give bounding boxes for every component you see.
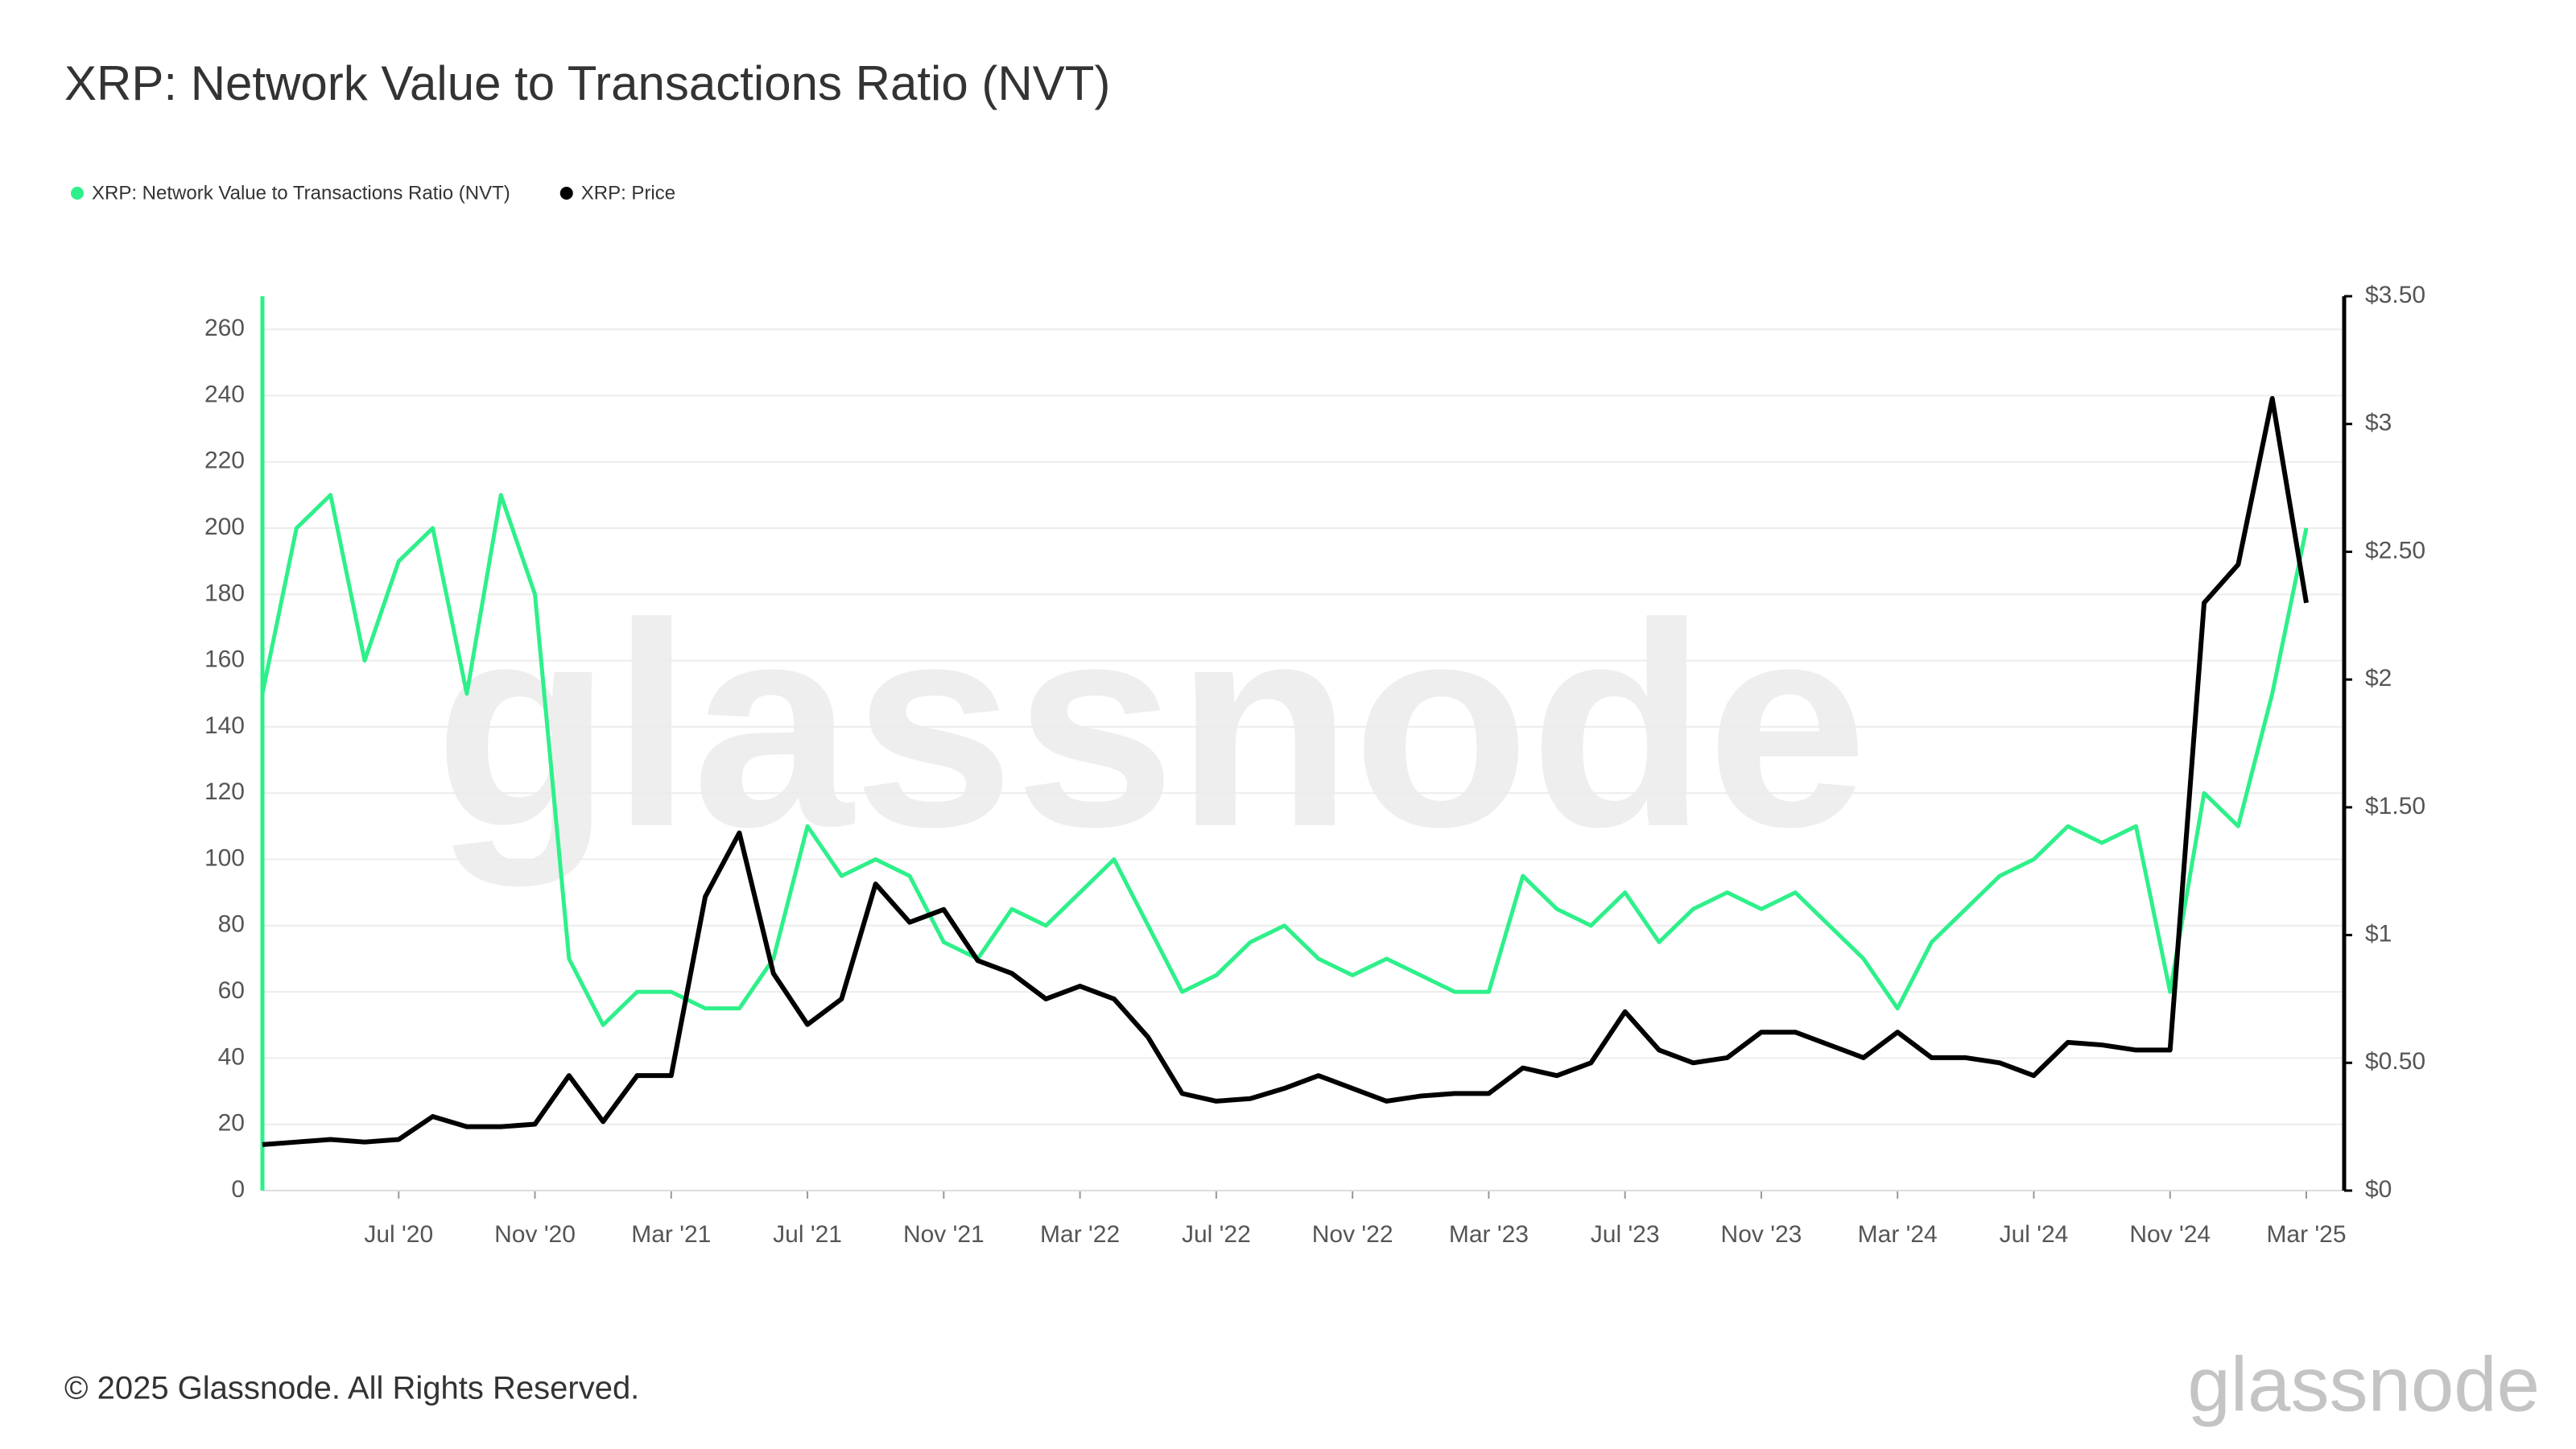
y-tick-label: 260 <box>204 315 245 341</box>
x-tick-label: Jul '20 <box>364 1221 433 1248</box>
y2-tick-label: $0 <box>2365 1176 2392 1203</box>
y2-tick-label: $3 <box>2365 410 2392 436</box>
y-tick-label: 220 <box>204 448 245 474</box>
chart-title: XRP: Network Value to Transactions Ratio… <box>64 56 1110 110</box>
x-tick-label: Mar '24 <box>1858 1221 1938 1248</box>
legend-marker <box>71 187 84 200</box>
series-line <box>262 395 2309 1147</box>
x-tick-label: Nov '23 <box>1721 1221 1802 1248</box>
series-line <box>260 493 2309 1027</box>
y2-tick-label: $1 <box>2365 920 2392 947</box>
x-tick-label: Mar '21 <box>631 1221 711 1248</box>
x-tick-label: Mar '22 <box>1040 1221 1120 1248</box>
x-tick-label: Nov '22 <box>1312 1221 1393 1248</box>
y2-tick-label: $2 <box>2365 665 2392 691</box>
y-tick-label: 60 <box>218 977 245 1004</box>
y2-tick-label: $3.50 <box>2365 282 2425 308</box>
y-tick-label: 140 <box>204 712 245 739</box>
x-tick-label: Mar '25 <box>2266 1221 2346 1248</box>
y-tick-label: 40 <box>218 1043 245 1070</box>
x-tick-label: Jul '23 <box>1591 1221 1660 1248</box>
legend-label: XRP: Price <box>581 182 675 204</box>
y2-tick-label: $0.50 <box>2365 1048 2425 1075</box>
x-tick-label: Jul '22 <box>1182 1221 1251 1248</box>
y-tick-label: 80 <box>218 911 245 938</box>
y-tick-label: 0 <box>231 1176 245 1203</box>
y-tick-label: 20 <box>218 1110 245 1137</box>
x-tick-label: Mar '23 <box>1449 1221 1529 1248</box>
x-tick-label: Jul '21 <box>773 1221 842 1248</box>
y2-tick-label: $2.50 <box>2365 537 2425 564</box>
y-tick-label: 120 <box>204 778 245 805</box>
footer: © 2025 Glassnode. All Rights Reserved. <box>64 1371 639 1406</box>
legend-label: XRP: Network Value to Transactions Ratio… <box>92 182 510 204</box>
y-tick-label: 200 <box>204 514 245 540</box>
y2-tick-label: $1.50 <box>2365 793 2425 819</box>
y-tick-label: 240 <box>204 381 245 407</box>
y-tick-label: 160 <box>204 646 245 673</box>
y-tick-label: 180 <box>204 580 245 606</box>
x-tick-label: Nov '21 <box>903 1221 985 1248</box>
x-tick-label: Jul '24 <box>2000 1221 2069 1248</box>
logo: glassnode <box>2187 1341 2540 1427</box>
x-tick-label: Nov '20 <box>494 1221 576 1248</box>
x-tick-label: Nov '24 <box>2129 1221 2211 1248</box>
legend-marker <box>559 187 573 200</box>
y-tick-label: 100 <box>204 844 245 871</box>
